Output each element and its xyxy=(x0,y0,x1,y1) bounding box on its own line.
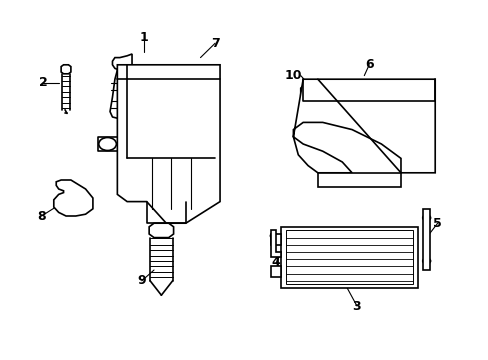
Text: 9: 9 xyxy=(137,274,146,287)
Polygon shape xyxy=(271,234,281,245)
Polygon shape xyxy=(271,266,281,277)
Text: 7: 7 xyxy=(210,37,219,50)
Text: 5: 5 xyxy=(432,217,441,230)
Text: 6: 6 xyxy=(364,58,373,71)
Polygon shape xyxy=(149,223,173,238)
Polygon shape xyxy=(285,230,412,284)
Text: 1: 1 xyxy=(140,31,148,44)
Text: 10: 10 xyxy=(284,69,302,82)
Text: 2: 2 xyxy=(39,76,47,89)
Text: 8: 8 xyxy=(37,210,46,222)
Polygon shape xyxy=(54,180,93,216)
Polygon shape xyxy=(271,230,281,257)
Polygon shape xyxy=(300,83,320,99)
Polygon shape xyxy=(293,79,434,173)
Text: 3: 3 xyxy=(352,300,361,312)
Polygon shape xyxy=(117,65,220,223)
Polygon shape xyxy=(422,209,429,270)
Polygon shape xyxy=(281,227,417,288)
Polygon shape xyxy=(112,54,132,70)
Polygon shape xyxy=(317,173,400,187)
Text: 4: 4 xyxy=(271,256,280,269)
Polygon shape xyxy=(61,65,71,74)
